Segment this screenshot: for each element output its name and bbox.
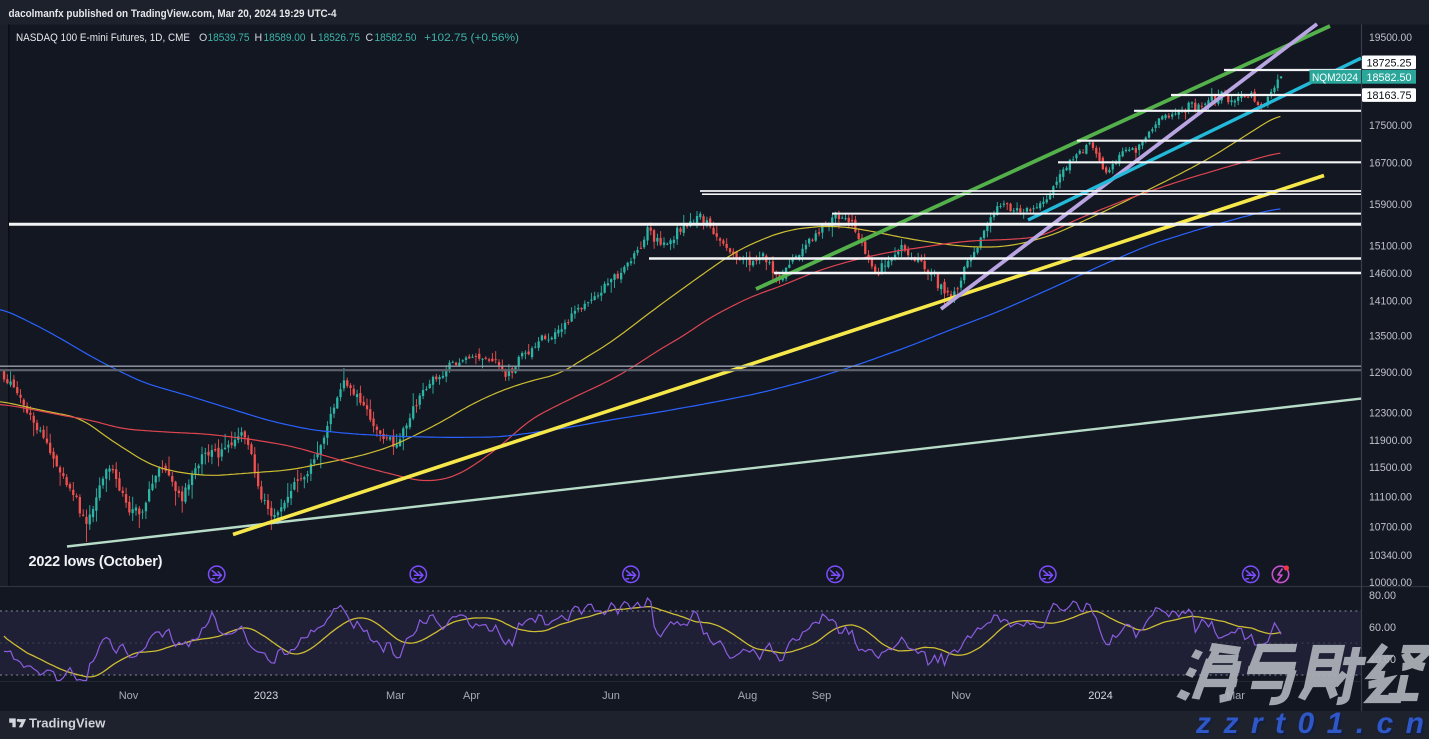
svg-text:18589.00: 18589.00 bbox=[264, 32, 306, 44]
svg-text:80.00: 80.00 bbox=[1369, 590, 1396, 602]
svg-text:11100.00: 11100.00 bbox=[1369, 492, 1412, 504]
svg-text:2023: 2023 bbox=[254, 690, 278, 702]
svg-text:60.00: 60.00 bbox=[1369, 622, 1396, 634]
svg-text:15900.00: 15900.00 bbox=[1369, 199, 1412, 211]
svg-text:10700.00: 10700.00 bbox=[1369, 522, 1412, 534]
svg-text:18582.50: 18582.50 bbox=[1367, 72, 1412, 84]
svg-text:18582.50: 18582.50 bbox=[375, 32, 417, 44]
svg-text:18539.75: 18539.75 bbox=[208, 32, 250, 44]
svg-text:2022 lows (October): 2022 lows (October) bbox=[29, 554, 163, 570]
svg-text:17500.00: 17500.00 bbox=[1369, 120, 1412, 132]
svg-text:10000.00: 10000.00 bbox=[1369, 577, 1412, 589]
svg-text:Jun: Jun bbox=[602, 690, 620, 702]
svg-text:16700.00: 16700.00 bbox=[1369, 158, 1412, 170]
svg-text:H: H bbox=[255, 32, 263, 44]
svg-text:14100.00: 14100.00 bbox=[1369, 296, 1412, 308]
svg-text:NQM2024: NQM2024 bbox=[1312, 72, 1358, 84]
svg-text:L: L bbox=[311, 32, 317, 44]
svg-text:Mar: Mar bbox=[386, 690, 405, 702]
svg-text:dacolmanfx published on Tradin: dacolmanfx published on TradingView.com,… bbox=[9, 8, 338, 20]
svg-text:13500.00: 13500.00 bbox=[1369, 331, 1412, 343]
svg-text:Nov: Nov bbox=[951, 690, 971, 702]
svg-text:Aug: Aug bbox=[738, 690, 758, 702]
svg-text:18163.75: 18163.75 bbox=[1367, 90, 1412, 102]
svg-text:zzrt01.cn: zzrt01.cn bbox=[1197, 709, 1426, 739]
svg-text:+102.75 (+0.56%): +102.75 (+0.56%) bbox=[424, 32, 519, 44]
svg-text:TradingView: TradingView bbox=[29, 716, 106, 731]
svg-text:11900.00: 11900.00 bbox=[1369, 435, 1412, 447]
svg-text:18725.25: 18725.25 bbox=[1367, 57, 1412, 69]
svg-text:NASDAQ 100 E-mini Futures, 1D,: NASDAQ 100 E-mini Futures, 1D, CME bbox=[16, 32, 190, 44]
svg-text:14600.00: 14600.00 bbox=[1369, 268, 1412, 280]
svg-text:11500.00: 11500.00 bbox=[1369, 462, 1412, 474]
svg-text:C: C bbox=[366, 32, 374, 44]
svg-text:2024: 2024 bbox=[1088, 690, 1112, 702]
svg-text:O: O bbox=[199, 32, 207, 44]
svg-text:Apr: Apr bbox=[463, 690, 480, 702]
svg-text:15100.00: 15100.00 bbox=[1369, 241, 1412, 253]
svg-text:19500.00: 19500.00 bbox=[1369, 32, 1412, 44]
svg-text:zzrt01.cn: zzrt01.cn bbox=[1195, 707, 1424, 739]
svg-text:Nov: Nov bbox=[119, 690, 139, 702]
svg-text:12900.00: 12900.00 bbox=[1369, 367, 1412, 379]
svg-text:18526.75: 18526.75 bbox=[318, 32, 360, 44]
svg-text:10340.00: 10340.00 bbox=[1369, 550, 1412, 562]
svg-text:Sep: Sep bbox=[812, 690, 832, 702]
svg-text:12300.00: 12300.00 bbox=[1369, 408, 1412, 420]
